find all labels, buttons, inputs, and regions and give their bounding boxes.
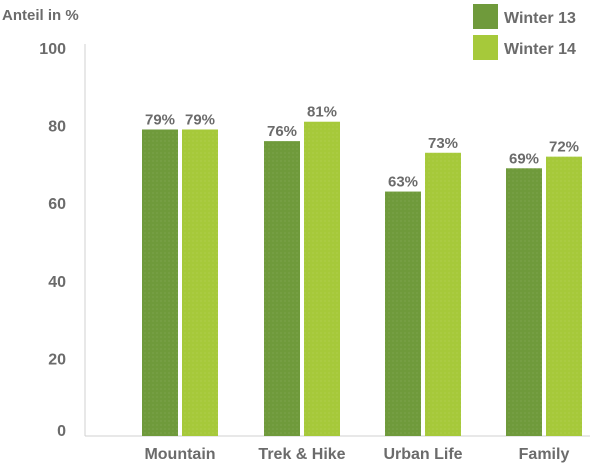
bar-value-label: 73%: [428, 135, 458, 152]
category-label: Trek & Hike: [258, 446, 345, 463]
bar-texture: [546, 156, 582, 436]
y-tick-label: 80: [48, 119, 66, 136]
legend-label: Winter 13: [504, 10, 576, 27]
bar-texture: [506, 168, 542, 436]
y-tick-label: 0: [57, 423, 66, 440]
bar-texture: [425, 152, 461, 436]
legend-label: Winter 14: [504, 41, 576, 58]
bar-value-label: 72%: [549, 139, 579, 156]
bar-value-label: 81%: [307, 104, 337, 121]
y-tick-label: 40: [48, 274, 66, 291]
legend-swatch: [473, 4, 498, 29]
bar-texture: [182, 129, 218, 437]
bar-value-label: 76%: [267, 123, 297, 140]
category-label: Family: [519, 446, 570, 463]
y-axis-label: Anteil in %: [2, 7, 79, 24]
bar-value-label: 63%: [388, 174, 418, 191]
bar-value-label: 79%: [145, 111, 175, 128]
y-tick-label: 100: [39, 41, 66, 58]
y-tick-label: 60: [48, 196, 66, 213]
bar-texture: [304, 121, 340, 436]
y-tick-label: 20: [48, 351, 66, 368]
category-label: Urban Life: [383, 446, 462, 463]
bar-texture: [142, 129, 178, 437]
category-label: Mountain: [144, 446, 215, 463]
legend-swatch: [473, 35, 498, 60]
bar-value-label: 79%: [185, 111, 215, 128]
bar-texture: [385, 191, 421, 436]
bar-value-label: 69%: [509, 150, 539, 167]
bar-texture: [264, 141, 300, 436]
